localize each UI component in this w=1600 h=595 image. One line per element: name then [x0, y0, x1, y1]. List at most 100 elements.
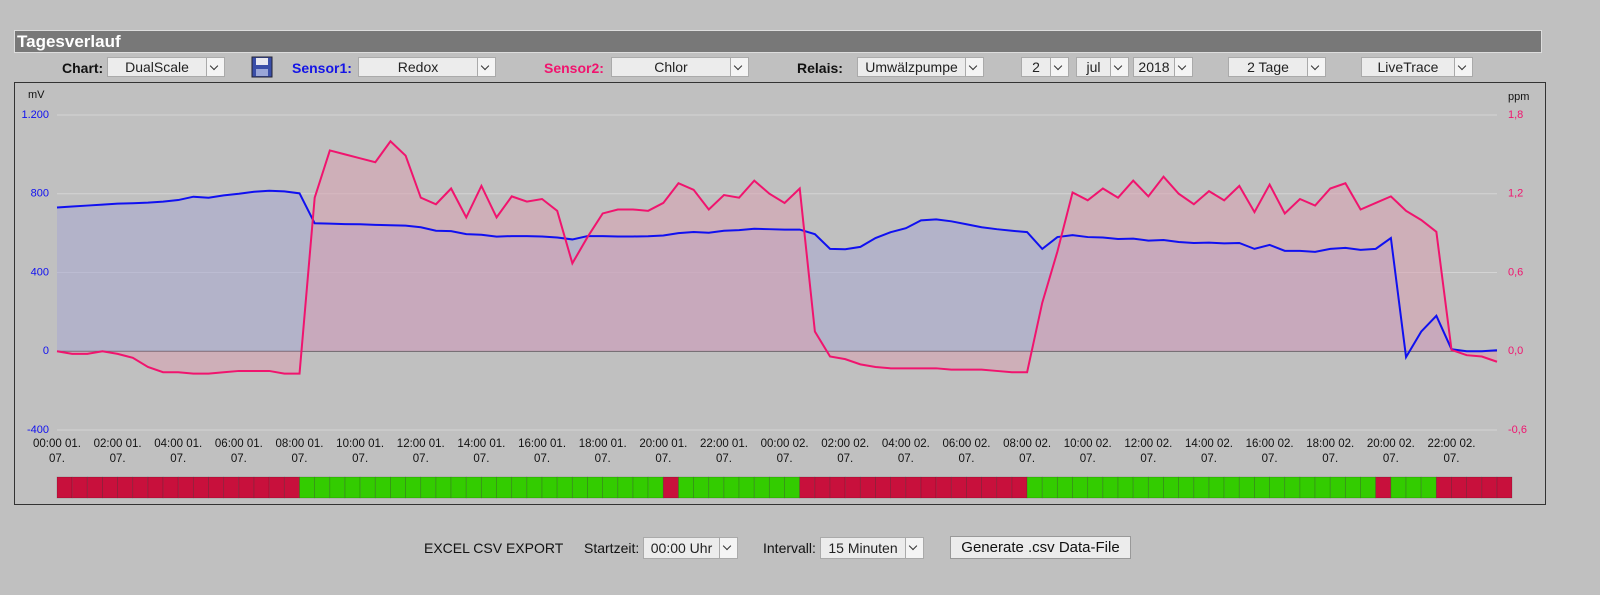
y2-tick-label: 0,6 — [1508, 266, 1523, 278]
x-tick-label: 14:00 01. 07. — [457, 438, 506, 465]
dropdown-arrow — [965, 58, 983, 76]
select-value: 15 Minuten — [828, 540, 898, 556]
relay-cell — [1178, 476, 1194, 499]
x-tick-label: 22:00 01. 07. — [699, 438, 748, 465]
y-tick-label: -400 — [27, 424, 49, 436]
relay-cell — [678, 476, 694, 499]
select-value: 2 — [1032, 59, 1040, 75]
relay-cell — [1299, 476, 1316, 499]
relay-cell — [1375, 476, 1392, 499]
relay-cell — [435, 476, 452, 499]
start-select[interactable]: 00:00 Uhr — [643, 537, 738, 559]
year-select[interactable]: 2018 — [1133, 57, 1193, 77]
relay-cell — [647, 476, 664, 499]
relay-cell — [814, 476, 831, 499]
relay-cell — [420, 476, 437, 499]
relay-cell — [223, 476, 240, 499]
dropdown-arrow — [905, 538, 923, 558]
sensor2-label: Sensor2: — [544, 60, 604, 76]
relay-cell — [526, 476, 543, 499]
relay-cell — [1102, 476, 1119, 499]
relay-cell — [496, 476, 512, 499]
range-select[interactable]: 2 Tage — [1228, 57, 1326, 77]
relay-cell — [132, 476, 149, 499]
relay-cell — [1284, 476, 1301, 499]
relay-cell — [935, 476, 952, 499]
x-tick-label: 18:00 01. 07. — [578, 438, 627, 465]
x-tick-label: 10:00 01. 07. — [336, 438, 385, 465]
relay-cell — [1390, 476, 1407, 499]
relay-cell — [284, 476, 300, 499]
line — [56, 139, 1498, 375]
dropdown-arrow — [206, 58, 224, 76]
select-value: 2018 — [1138, 59, 1170, 75]
select-value: DualScale — [125, 59, 189, 75]
chart-label: Chart: — [62, 60, 104, 76]
relay-cell — [829, 476, 846, 499]
dropdown-arrow — [730, 58, 748, 76]
relay-cell — [572, 476, 588, 499]
x-tick-label: 20:00 02. 07. — [1366, 438, 1415, 465]
relay-cell — [996, 476, 1013, 499]
select-value: 00:00 Uhr — [650, 540, 713, 556]
relay-cell — [1208, 476, 1225, 499]
sensor1-select[interactable]: Redox — [358, 57, 496, 77]
x-tick-label: 18:00 02. 07. — [1306, 438, 1355, 465]
relay-cell — [177, 476, 194, 499]
relay-cell — [1193, 476, 1210, 499]
select-value: Redox — [397, 59, 439, 75]
y2-tick-label: -0,6 — [1508, 424, 1527, 436]
relay-cell — [860, 476, 876, 499]
relay-cell — [723, 476, 740, 499]
y2-tick-label: 0,0 — [1508, 345, 1523, 357]
select-value: Chlor — [654, 59, 688, 75]
relay-cell — [1451, 476, 1467, 499]
relay-cell — [844, 476, 861, 499]
relay-cell — [1011, 476, 1028, 499]
relay-cell — [905, 476, 922, 499]
save-icon[interactable] — [251, 56, 273, 78]
relay-cell — [405, 476, 421, 499]
relay-cell — [1239, 476, 1255, 499]
relay-cell — [117, 476, 133, 499]
relay-cell — [1057, 476, 1073, 499]
relay-cell — [1329, 476, 1346, 499]
relay-cell — [769, 476, 785, 499]
interval-select[interactable]: 15 Minuten — [820, 537, 924, 559]
relay-cell — [1148, 476, 1164, 499]
relay-cell — [390, 476, 406, 499]
generate-button[interactable]: Generate .csv Data-File — [950, 536, 1131, 559]
relay-cell — [1026, 476, 1043, 499]
chart-select[interactable]: DualScale — [107, 57, 225, 77]
sensor2-select[interactable]: Chlor — [611, 57, 749, 77]
month-select[interactable]: jul — [1076, 57, 1129, 77]
relay-cell — [1117, 476, 1134, 499]
relay-cell — [890, 476, 906, 499]
relay-cell — [617, 476, 634, 499]
relay-cell — [481, 476, 497, 499]
day-select[interactable]: 2 — [1021, 57, 1069, 77]
relay-cell — [1269, 476, 1285, 499]
relay-cell — [1436, 476, 1452, 499]
y-tick-label: 0 — [43, 345, 49, 357]
relay-cell — [920, 476, 937, 499]
x-tick-label: 16:00 01. 07. — [518, 438, 567, 465]
x-tick-label: 12:00 01. 07. — [396, 438, 445, 465]
x-tick-label: 08:00 01. 07. — [275, 438, 324, 465]
dropdown-arrow — [1454, 58, 1472, 76]
y2-axis-label: ppm — [1508, 91, 1529, 103]
relay-cell — [299, 476, 315, 499]
select-value: 2 Tage — [1247, 59, 1289, 75]
relay-cell — [511, 476, 528, 499]
title-bar: Tagesverlauf — [14, 30, 1542, 53]
relais-select[interactable]: Umwälzpumpe — [857, 57, 984, 77]
mode-select[interactable]: LiveTrace — [1361, 57, 1473, 77]
relay-cell — [329, 476, 346, 499]
relay-cell — [1481, 476, 1498, 499]
dropdown-arrow — [1174, 58, 1192, 76]
relay-cell — [693, 476, 709, 499]
y2-tick-label: 1,8 — [1508, 109, 1523, 121]
area-fill — [57, 190, 1497, 358]
relay-cell — [71, 476, 88, 499]
